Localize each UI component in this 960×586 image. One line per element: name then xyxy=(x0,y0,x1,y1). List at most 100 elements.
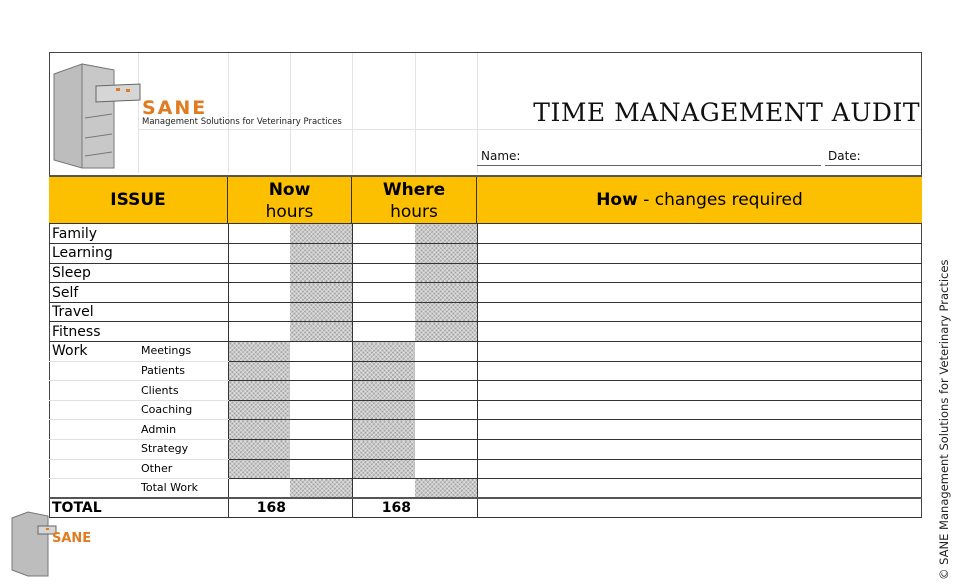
work-sub-label: Admin xyxy=(138,419,229,441)
total-label: TOTAL xyxy=(49,497,138,519)
header-now: Now xyxy=(268,180,311,200)
where-total: 168 xyxy=(352,497,415,519)
table-row: Other xyxy=(49,459,922,480)
header-issue: ISSUE xyxy=(49,177,228,224)
now-hours-cell[interactable] xyxy=(290,400,353,421)
now-hours-shaded xyxy=(290,302,353,323)
how-changes-cell[interactable] xyxy=(477,224,922,245)
work-blank xyxy=(49,400,138,421)
table-row: Learning xyxy=(49,243,922,264)
work-sub-label: Meetings xyxy=(138,341,229,362)
issue-label: Fitness xyxy=(49,321,229,343)
now-hours-shaded xyxy=(290,478,353,499)
how-changes-cell[interactable] xyxy=(477,459,922,480)
work-blank xyxy=(49,459,138,480)
now-hours-cell[interactable] xyxy=(290,361,353,382)
now-hours-cell[interactable] xyxy=(290,341,353,362)
footer-brand: SANE xyxy=(52,531,92,546)
how-changes-cell[interactable] xyxy=(477,380,922,401)
where-hours-cell[interactable] xyxy=(415,400,478,421)
now-hours-shaded xyxy=(290,263,353,284)
name-field[interactable] xyxy=(477,165,821,166)
cabinet-logo-icon xyxy=(53,63,141,169)
now-hours-cell[interactable] xyxy=(228,243,290,264)
where-hours-cell[interactable] xyxy=(415,439,478,460)
table-header: ISSUE Now hours Where hours How - changes … xyxy=(49,175,922,224)
where-hours-cell[interactable] xyxy=(415,380,478,401)
cabinet-small-icon xyxy=(11,511,57,577)
now-hours-shaded xyxy=(228,459,290,480)
now-total-work-cell[interactable] xyxy=(228,478,290,499)
where-hours-cell[interactable] xyxy=(352,321,415,343)
where-hours-shaded xyxy=(415,263,478,284)
issue-label: Travel xyxy=(49,302,229,323)
how-changes-cell[interactable] xyxy=(477,243,922,264)
where-hours-shaded xyxy=(352,341,415,362)
header-now-sub: hours xyxy=(265,202,314,222)
how-changes-cell[interactable] xyxy=(477,302,922,323)
issue-label: Sleep xyxy=(49,263,229,284)
date-field[interactable] xyxy=(825,165,921,166)
where-hours-cell[interactable] xyxy=(352,302,415,323)
work-sub-label: Patients xyxy=(138,361,229,382)
table-row: Coaching xyxy=(49,400,922,421)
now-hours-cell[interactable] xyxy=(290,459,353,480)
brand-tagline: Management Solutions for Veterinary Prac… xyxy=(142,117,342,127)
how-changes-cell[interactable] xyxy=(477,341,922,362)
where-total-work-cell[interactable] xyxy=(352,478,415,499)
where-hours-cell[interactable] xyxy=(415,341,478,362)
now-hours-shaded xyxy=(228,400,290,421)
where-hours-cell[interactable] xyxy=(415,459,478,480)
total-blank xyxy=(138,497,229,519)
where-hours-cell[interactable] xyxy=(352,243,415,264)
where-hours-cell[interactable] xyxy=(415,419,478,441)
now-hours-cell[interactable] xyxy=(290,419,353,441)
how-changes-cell[interactable] xyxy=(477,361,922,382)
where-hours-shaded xyxy=(352,380,415,401)
now-hours-cell[interactable] xyxy=(228,282,290,303)
now-hours-cell[interactable] xyxy=(228,302,290,323)
where-hours-shaded xyxy=(352,459,415,480)
table-row: Work Meetings xyxy=(49,341,922,362)
now-hours-shaded xyxy=(228,419,290,441)
where-hours-cell[interactable] xyxy=(352,224,415,245)
work-sub-label: Coaching xyxy=(138,400,229,421)
now-hours-shaded xyxy=(290,282,353,303)
now-hours-cell[interactable] xyxy=(290,439,353,460)
how-changes-cell[interactable] xyxy=(477,321,922,343)
now-hours-cell[interactable] xyxy=(290,380,353,401)
where-hours-cell[interactable] xyxy=(415,361,478,382)
header-how-rest: - changes required xyxy=(637,190,803,210)
now-hours-shaded xyxy=(228,361,290,382)
how-changes-cell[interactable] xyxy=(477,263,922,284)
table-row: TOTAL 168 168 xyxy=(49,497,922,519)
how-changes-cell[interactable] xyxy=(477,478,922,499)
work-blank xyxy=(49,439,138,460)
how-total-cell[interactable] xyxy=(477,497,922,519)
how-changes-cell[interactable] xyxy=(477,419,922,441)
date-label: Date: xyxy=(828,149,861,163)
work-blank xyxy=(49,380,138,401)
where-hours-cell[interactable] xyxy=(352,282,415,303)
where-total-blank xyxy=(415,497,478,519)
how-changes-cell[interactable] xyxy=(477,400,922,421)
now-hours-shaded xyxy=(228,439,290,460)
where-hours-shaded xyxy=(415,224,478,245)
work-sub-label: Other xyxy=(138,459,229,480)
how-changes-cell[interactable] xyxy=(477,439,922,460)
now-hours-cell[interactable] xyxy=(228,321,290,343)
header-where-sub: hours xyxy=(390,202,438,222)
now-hours-cell[interactable] xyxy=(228,224,290,245)
where-hours-cell[interactable] xyxy=(352,263,415,284)
where-hours-shaded xyxy=(352,361,415,382)
audit-table: Family Learning Sleep Self Travel Fitness Work… xyxy=(49,224,922,519)
how-changes-cell[interactable] xyxy=(477,282,922,303)
footer-logo xyxy=(10,508,60,582)
now-hours-shaded xyxy=(228,380,290,401)
now-total-blank xyxy=(290,497,353,519)
where-hours-shaded xyxy=(415,478,478,499)
now-hours-cell[interactable] xyxy=(228,263,290,284)
now-hours-shaded xyxy=(290,224,353,245)
where-hours-shaded xyxy=(415,282,478,303)
now-total: 168 xyxy=(228,497,290,519)
